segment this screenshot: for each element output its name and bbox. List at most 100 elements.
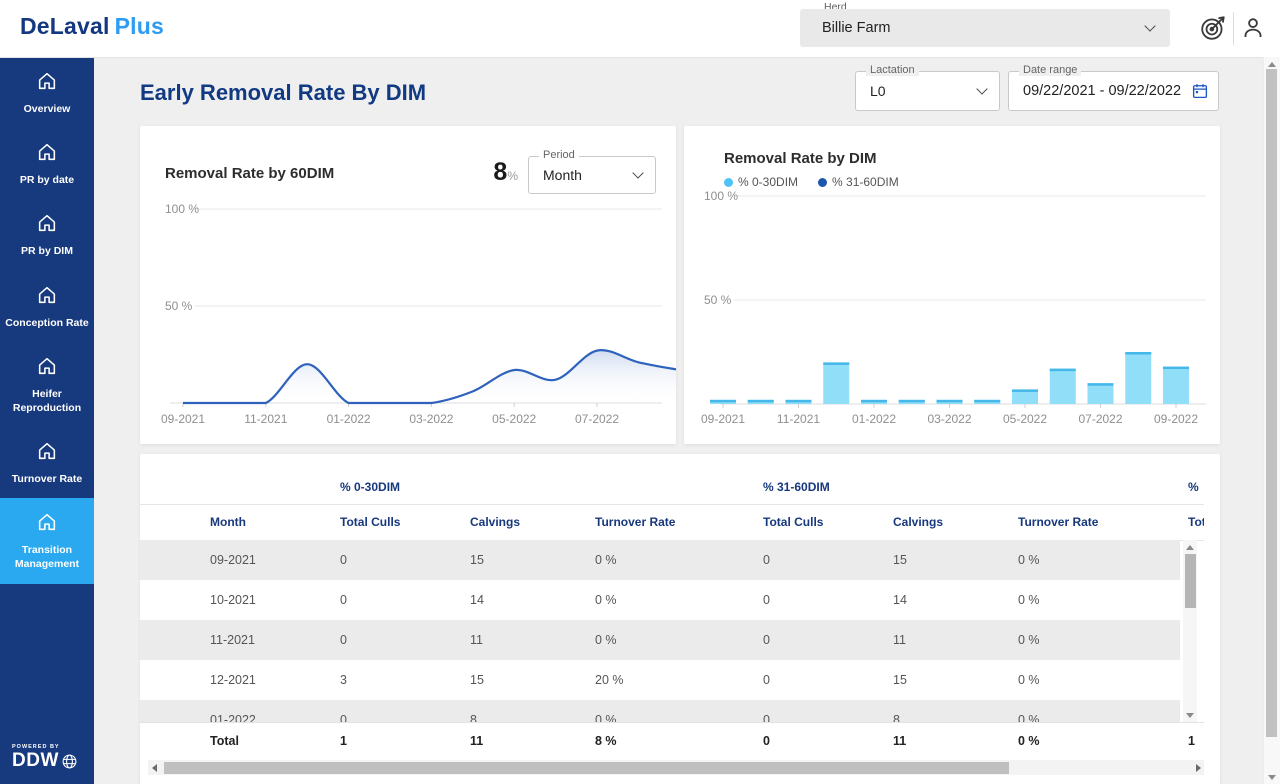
x-axis-label: 01-2022	[327, 412, 371, 426]
legend-label: % 0-30DIM	[738, 175, 798, 189]
home-icon	[36, 449, 58, 466]
bar--0-30dim	[748, 400, 774, 404]
user-icon[interactable]	[1240, 15, 1270, 45]
group-header--0-30dim: % 0-30DIM	[340, 480, 400, 494]
table-cell: 0	[763, 540, 770, 580]
sidebar-item-label: PR by date	[4, 173, 90, 187]
table-scroll-left-arrow[interactable]	[148, 762, 160, 774]
table-cell: 15	[470, 660, 484, 700]
group-header--: %	[1188, 480, 1199, 494]
kpi-value: 8	[493, 158, 507, 186]
home-icon	[36, 520, 58, 537]
table-scroll-down-arrow[interactable]	[1184, 709, 1196, 721]
bar-cap	[1163, 367, 1189, 370]
bar--0-30dim	[1125, 352, 1151, 404]
table-cell: 8	[893, 700, 900, 722]
bar--0-30dim	[1050, 369, 1076, 404]
table-cell: 15	[893, 540, 907, 580]
x-axis-label: 05-2022	[1003, 412, 1047, 426]
sidebar-item-transition-management[interactable]: Transition Management	[0, 498, 94, 583]
table-total-row: Total1118 %0110 %1	[140, 722, 1204, 759]
logo-secondary: Plus	[115, 13, 164, 39]
calendar-icon[interactable]	[1191, 82, 1209, 100]
bar-cap	[786, 400, 812, 403]
home-icon	[36, 150, 58, 167]
herd-select[interactable]: Billie Farm	[800, 9, 1170, 47]
column-header-total-culls: Total Culls	[763, 504, 823, 540]
table-cell: 15	[893, 660, 907, 700]
bar-cap	[861, 400, 887, 403]
y-axis-label: 50 %	[704, 293, 732, 307]
app-logo: DeLavalPlus	[20, 13, 164, 40]
table-cell: 0	[340, 540, 347, 580]
sidebar-item-heifer-reproduction[interactable]: Heifer Reproduction	[0, 342, 94, 427]
table-scroll-right-arrow[interactable]	[1192, 762, 1204, 774]
table-cell: 09-2021	[210, 540, 256, 580]
table-scrollbar-thumb[interactable]	[1185, 554, 1196, 608]
x-axis-label: 03-2022	[409, 412, 453, 426]
table-scroll-up-arrow[interactable]	[1184, 541, 1196, 553]
target-goals-icon[interactable]	[1199, 13, 1229, 43]
bar--0-30dim	[1088, 383, 1114, 404]
x-axis-label: 01-2022	[852, 412, 896, 426]
bar--0-30dim	[1012, 389, 1038, 404]
table-cell: 0 %	[1018, 660, 1040, 700]
sidebar-item-label: Overview	[4, 102, 90, 116]
sidebar-item-label: Turnover Rate	[4, 472, 90, 486]
table-row: 10-20210140 %0140 %	[140, 580, 1180, 620]
table-cell: 11	[893, 620, 906, 660]
period-select[interactable]: Period Month	[528, 156, 656, 194]
table-cell: 10-2021	[210, 580, 256, 620]
legend-label: % 31-60DIM	[832, 175, 899, 189]
page-vertical-scrollbar[interactable]	[1263, 57, 1280, 784]
line-chart-title: Removal Rate by 60DIM	[165, 165, 334, 182]
line-series-area	[183, 350, 676, 403]
sidebar-item-label: Heifer Reproduction	[4, 387, 90, 415]
x-axis-label: 09-2021	[701, 412, 745, 426]
sidebar-item-turnover-rate[interactable]: Turnover Rate	[0, 427, 94, 498]
home-icon	[36, 364, 58, 381]
chevron-down-icon	[632, 167, 643, 178]
page-scrollbar-thumb[interactable]	[1266, 69, 1277, 737]
table-cell: 0 %	[595, 580, 617, 620]
table-cell: 14	[893, 580, 907, 620]
bar-cap	[1125, 352, 1151, 355]
total-cell: 0 %	[1018, 723, 1040, 759]
bar-cap	[1012, 389, 1038, 392]
total-cell: Total	[210, 723, 239, 759]
table-cell: 0 %	[1018, 620, 1040, 660]
bar-cap	[937, 400, 963, 403]
removal-rate-60dim-card: Removal Rate by 60DIM 8% Period Month 10…	[140, 126, 676, 444]
lactation-value: L0	[870, 72, 886, 110]
logo-primary: DeLaval	[20, 13, 110, 39]
date-range-input[interactable]: Date range 09/22/2021 - 09/22/2022	[1008, 71, 1219, 111]
table-hscrollbar-thumb[interactable]	[164, 762, 1009, 774]
table-row: 09-20210150 %0150 %	[140, 540, 1180, 580]
sidebar-item-conception-rate[interactable]: Conception Rate	[0, 271, 94, 342]
sidebar-item-pr-by-date[interactable]: PR by date	[0, 128, 94, 199]
table-cell: 3	[340, 660, 347, 700]
bar-cap	[974, 400, 1000, 403]
x-axis-label: 07-2022	[1078, 412, 1122, 426]
ddw-brand-text: DDW	[12, 750, 59, 772]
date-range-value: 09/22/2021 - 09/22/2022	[1023, 72, 1181, 110]
bar-cap	[748, 400, 774, 403]
sidebar-item-overview[interactable]: Overview	[0, 57, 94, 128]
scroll-down-arrow[interactable]	[1266, 771, 1278, 783]
group-header--31-60dim: % 31-60DIM	[763, 480, 830, 494]
table-vertical-scrollbar[interactable]	[1183, 540, 1197, 722]
lactation-select[interactable]: Lactation L0	[855, 71, 1000, 111]
chevron-down-icon	[976, 83, 987, 94]
column-header-total-culls: Total Culls	[1188, 504, 1204, 540]
removal-rate-table-card: % 0-30DIM% 31-60DIM% MonthTotal CullsCal…	[140, 454, 1220, 784]
x-axis-label: 09-2022	[1154, 412, 1198, 426]
kpi-removal-rate: 8%	[440, 158, 518, 187]
table-horizontal-scrollbar[interactable]	[148, 760, 1204, 775]
bar--0-30dim	[937, 400, 963, 404]
x-axis-label: 03-2022	[927, 412, 971, 426]
total-cell: 11	[893, 723, 906, 759]
sidebar-item-pr-by-dim[interactable]: PR by DIM	[0, 199, 94, 270]
x-axis-label: 09-2021	[161, 412, 205, 426]
table-cell: 0 %	[595, 540, 617, 580]
bar--0-30dim	[786, 400, 812, 404]
